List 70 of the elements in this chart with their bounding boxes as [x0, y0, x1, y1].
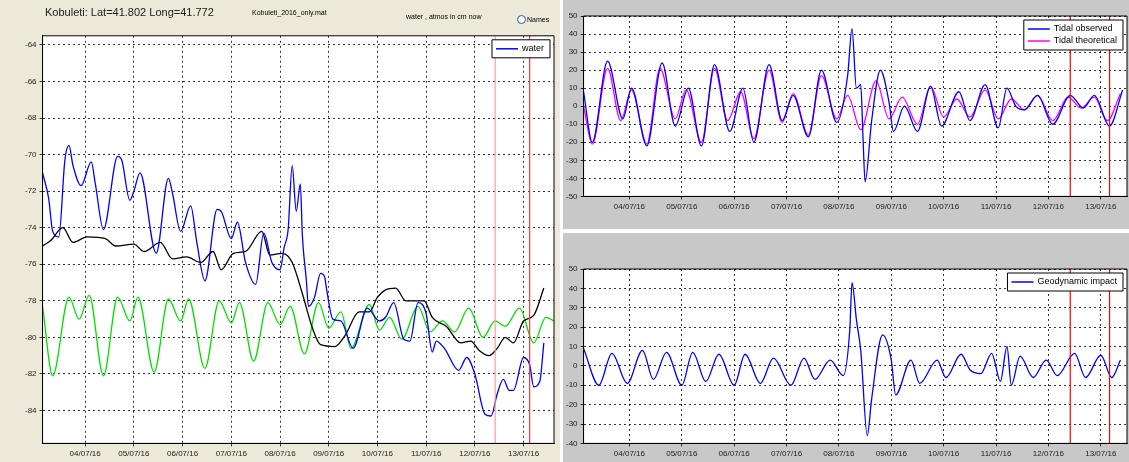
- line-series: [583, 67, 1122, 145]
- x-tick-label: 04/07/16: [69, 449, 102, 459]
- x-tick-label: 05/07/16: [118, 449, 151, 459]
- x-tick-label: 04/07/16: [613, 449, 646, 459]
- x-tick-label: 09/07/16: [875, 202, 908, 212]
- x-tick-label: 12/07/16: [459, 449, 491, 459]
- y-tick-label: 0: [573, 101, 579, 111]
- y-tick-label: -50: [566, 191, 579, 201]
- y-tick-label: 10: [568, 83, 579, 93]
- legend-label: Tidal observed: [1053, 23, 1113, 34]
- legend-label: water: [520, 43, 545, 54]
- y-tick-label: 10: [568, 341, 579, 351]
- y-tick-label: -40: [566, 438, 579, 448]
- y-tick-label: 50: [568, 11, 579, 21]
- x-tick-label: 04/07/16: [613, 202, 646, 212]
- x-tick-label: 07/07/16: [215, 449, 248, 459]
- y-tick-label: -20: [566, 137, 579, 147]
- y-tick-label: 20: [568, 322, 579, 332]
- x-tick-label: 05/07/16: [666, 449, 698, 459]
- y-tick-label: -66: [25, 76, 38, 86]
- y-tick-label: -64: [25, 40, 38, 50]
- y-tick-label: 50: [568, 264, 579, 274]
- x-tick-label: 12/07/16: [1032, 202, 1065, 212]
- y-tick-label: -68: [25, 113, 38, 123]
- y-tick-label: -30: [566, 419, 579, 429]
- line-series: [42, 144, 545, 417]
- x-tick-label: 06/07/16: [718, 449, 751, 459]
- y-tick-label: -30: [566, 155, 579, 165]
- y-tick-label: -84: [25, 405, 38, 415]
- y-tick-label: -72: [25, 186, 38, 196]
- y-tick-label: -20: [566, 399, 579, 409]
- x-tick-label: 05/07/16: [666, 202, 698, 212]
- x-tick-label: 10/07/16: [361, 449, 394, 459]
- x-tick-label: 08/07/16: [823, 202, 856, 212]
- chart-title: Kobuleti: Lat=41.802 Long=41.772: [45, 6, 214, 18]
- x-tick-label: 10/07/16: [928, 449, 960, 459]
- y-tick-label: -70: [25, 149, 38, 159]
- x-tick-label: 08/07/16: [264, 449, 297, 459]
- y-tick-label: -10: [566, 380, 579, 390]
- y-tick-label: -82: [25, 369, 38, 379]
- x-tick-label: 11/07/16: [410, 449, 442, 459]
- y-tick-label: -40: [566, 173, 579, 183]
- x-tick-label: 06/07/16: [718, 202, 751, 212]
- x-tick-label: 13/07/16: [507, 449, 540, 459]
- x-tick-label: 13/07/16: [1085, 449, 1117, 459]
- y-tick-label: 30: [568, 302, 579, 312]
- x-tick-label: 07/07/16: [770, 449, 803, 459]
- x-tick-label: 11/07/16: [980, 202, 1012, 212]
- legend-label: Geodynamic impact: [1037, 276, 1118, 287]
- y-tick-label: -80: [25, 332, 38, 342]
- y-tick-label: 30: [568, 47, 579, 57]
- x-tick-label: 09/07/16: [313, 449, 345, 459]
- x-tick-label: 07/07/16: [770, 202, 803, 212]
- y-tick-label: -10: [566, 119, 579, 129]
- x-tick-label: 06/07/16: [167, 449, 199, 459]
- x-tick-label: 09/07/16: [875, 449, 908, 459]
- legend-label: Tidal theoretical: [1053, 35, 1118, 46]
- y-tick-label: -74: [25, 222, 38, 232]
- y-tick-label: -76: [25, 259, 38, 269]
- y-tick-label: 40: [568, 283, 579, 293]
- x-tick-label: 13/07/16: [1085, 202, 1117, 212]
- y-tick-label: -78: [25, 296, 38, 306]
- x-tick-label: 10/07/16: [928, 202, 960, 212]
- x-tick-label: 11/07/16: [980, 449, 1012, 459]
- x-tick-label: 12/07/16: [1032, 449, 1065, 459]
- y-tick-label: 0: [573, 361, 579, 371]
- y-tick-label: 40: [568, 29, 579, 39]
- y-tick-label: 20: [568, 65, 579, 75]
- line-series: [42, 294, 554, 377]
- x-tick-label: 08/07/16: [823, 449, 856, 459]
